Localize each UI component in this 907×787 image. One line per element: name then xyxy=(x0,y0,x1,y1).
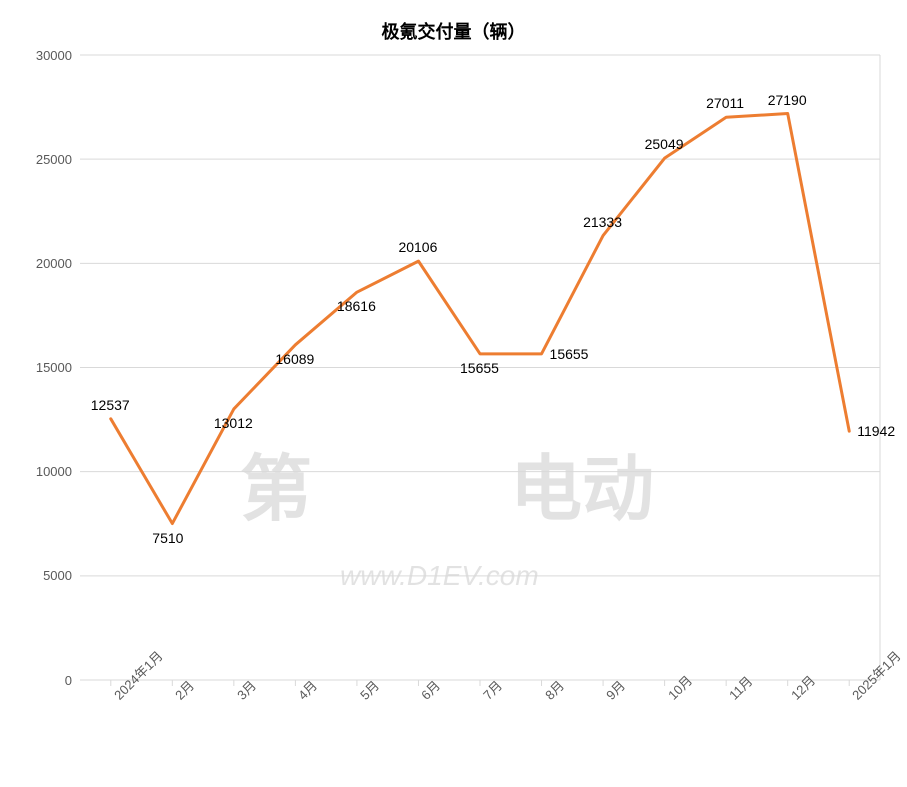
data-label: 20106 xyxy=(398,239,437,255)
data-label: 16089 xyxy=(275,351,314,367)
line-series xyxy=(111,114,849,524)
data-label: 21333 xyxy=(583,214,622,230)
y-tick-label: 5000 xyxy=(43,568,72,583)
data-label: 15655 xyxy=(550,346,589,362)
data-label: 27190 xyxy=(768,92,807,108)
y-tick-label: 20000 xyxy=(36,256,72,271)
data-label: 15655 xyxy=(460,360,499,376)
data-label: 25049 xyxy=(645,136,684,152)
data-label: 12537 xyxy=(91,397,130,413)
y-tick-label: 25000 xyxy=(36,152,72,167)
data-label: 18616 xyxy=(337,298,376,314)
y-tick-label: 15000 xyxy=(36,360,72,375)
y-tick-label: 0 xyxy=(65,673,72,688)
data-label: 7510 xyxy=(152,530,183,546)
y-tick-label: 30000 xyxy=(36,48,72,63)
data-label: 13012 xyxy=(214,415,253,431)
y-tick-label: 10000 xyxy=(36,464,72,479)
chart-container: 极氪交付量（辆） 第 电动 www.D1EV.com 0500010000150… xyxy=(0,0,907,787)
data-label: 27011 xyxy=(706,95,744,111)
data-label: 11942 xyxy=(857,423,895,439)
